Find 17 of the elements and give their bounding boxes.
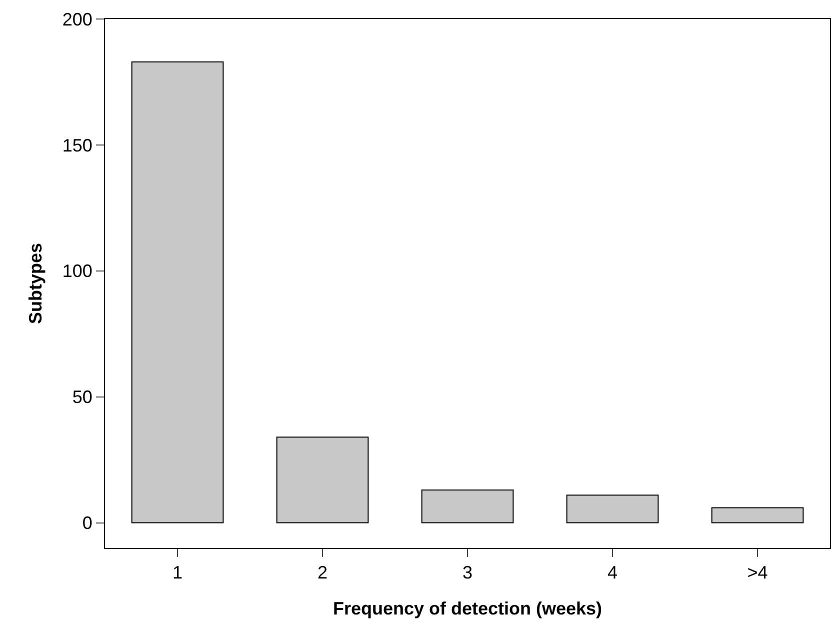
bar [276,436,369,524]
bar [131,61,224,524]
y-tick-label: 0 [82,513,92,534]
bar [421,490,514,524]
y-tick-label: 50 [72,387,92,408]
x-tick-label: 2 [317,562,328,583]
x-tick-label: >4 [747,562,768,583]
x-axis-title: Frequency of detection (weeks) [332,598,602,619]
y-axis-title: Subtypes [26,242,46,324]
bar [711,507,804,524]
y-tick-label: 150 [62,135,92,156]
bar [566,494,659,524]
x-tick-label: 3 [462,562,473,583]
x-tick-label: 1 [172,562,183,583]
x-tick-label: 4 [607,562,618,583]
y-tick-label: 100 [62,261,92,282]
y-tick-label: 200 [62,9,92,30]
